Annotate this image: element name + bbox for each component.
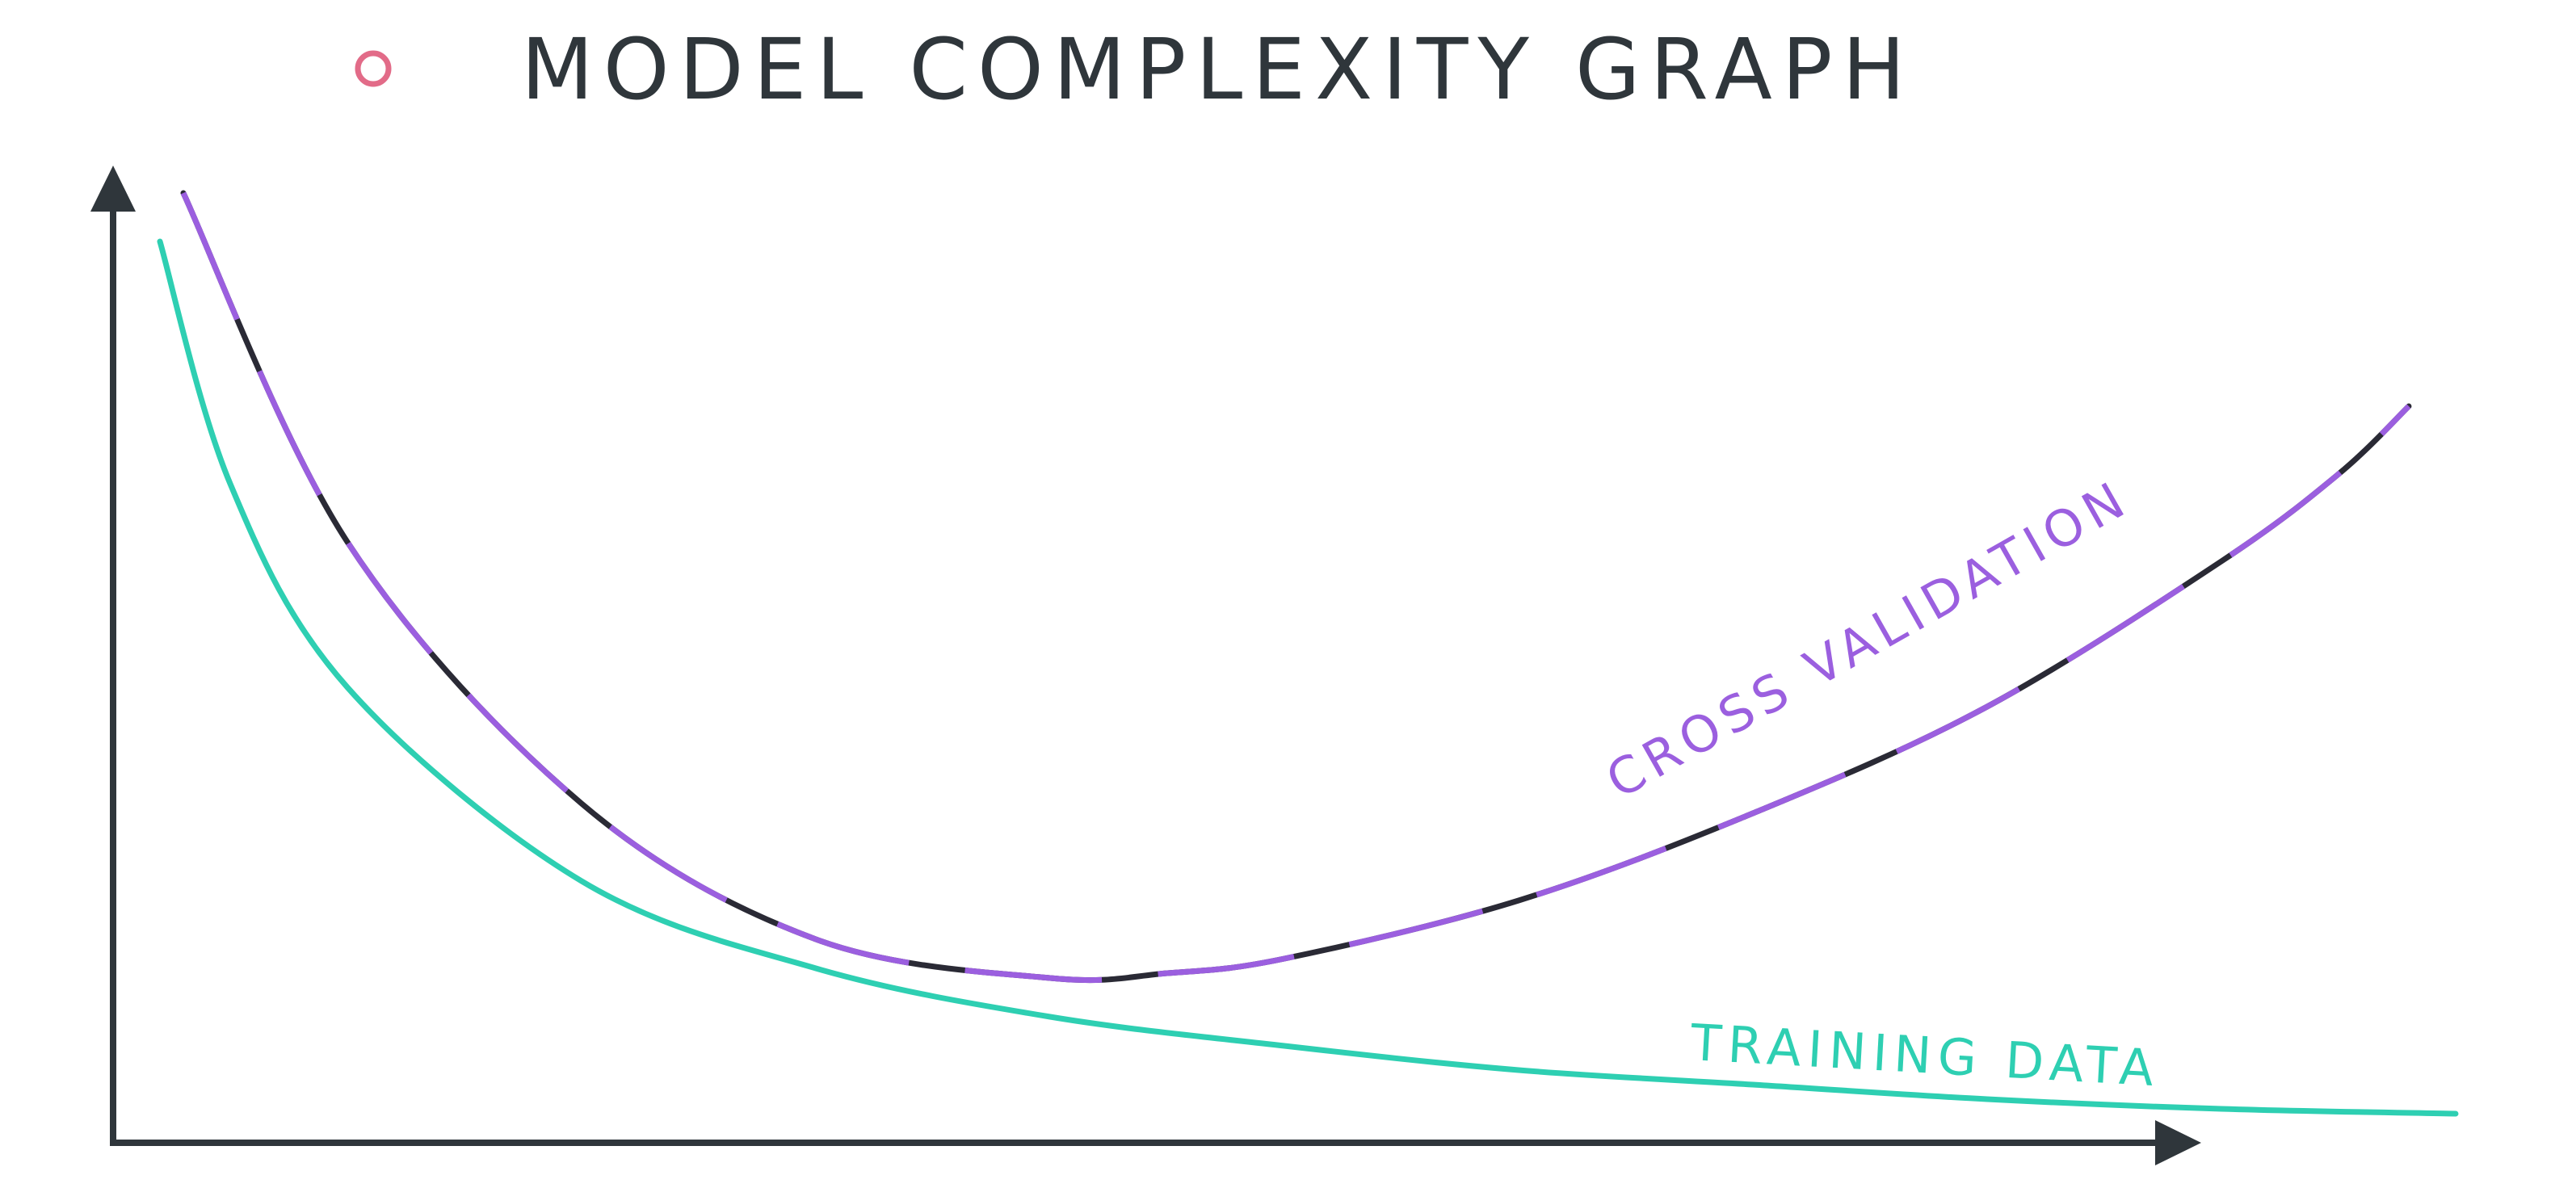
title-bullet-icon	[355, 50, 392, 87]
training-data-line	[157, 238, 2459, 1117]
chart-title: MODEL COMPLEXITY GRAPH	[521, 20, 1915, 119]
cross-validation-line-underlay	[180, 190, 2412, 984]
cross-validation-label: CROSS VALIDATION	[1596, 468, 2139, 811]
axes	[90, 166, 2201, 1165]
y-axis-arrow-icon	[90, 166, 136, 212]
cross-validation-line	[180, 191, 2411, 984]
cross-validation-label-text: CROSS VALIDATION	[1596, 468, 2133, 811]
series-layer	[157, 190, 2459, 1117]
x-axis-arrow-icon	[2155, 1120, 2201, 1165]
